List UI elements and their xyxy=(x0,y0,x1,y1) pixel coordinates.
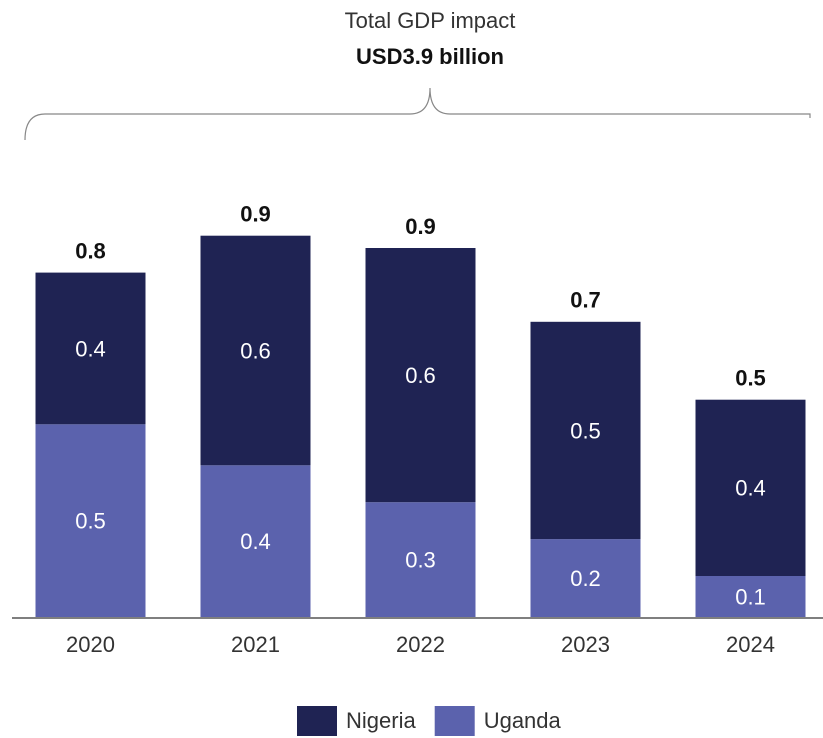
segment-label: 0.3 xyxy=(405,547,436,572)
x-tick-label: 2024 xyxy=(726,632,775,657)
bar-segment xyxy=(35,272,146,425)
total-label: 0.9 xyxy=(405,214,436,239)
bar-segment xyxy=(530,321,641,540)
total-label: 0.9 xyxy=(240,202,271,227)
bar-segment xyxy=(695,399,806,576)
segment-label: 0.5 xyxy=(75,508,106,533)
segment-label: 0.1 xyxy=(735,584,766,609)
total-label: 0.7 xyxy=(570,288,601,313)
bar-segment xyxy=(35,424,146,617)
legend-swatch xyxy=(297,706,337,736)
segment-label: 0.6 xyxy=(240,338,271,363)
segment-label: 0.2 xyxy=(570,566,601,591)
legend-label: Nigeria xyxy=(346,708,416,733)
bar-segment xyxy=(365,248,476,503)
total-label: 0.8 xyxy=(75,238,106,263)
segment-label: 0.6 xyxy=(405,363,436,388)
segment-label: 0.4 xyxy=(75,336,106,361)
bracket xyxy=(24,87,811,141)
bar-segment xyxy=(200,465,311,617)
x-tick-label: 2022 xyxy=(396,632,445,657)
bar-segment xyxy=(695,576,806,617)
bar-segment xyxy=(200,235,311,466)
annotation-subtitle: USD3.9 billion xyxy=(356,44,504,69)
segment-label: 0.4 xyxy=(240,529,271,554)
segment-label: 0.5 xyxy=(570,418,601,443)
legend-label: Uganda xyxy=(484,708,562,733)
x-tick-label: 2021 xyxy=(231,632,280,657)
bar-segment xyxy=(530,539,641,617)
x-tick-label: 2020 xyxy=(66,632,115,657)
annotation-title: Total GDP impact xyxy=(345,8,516,33)
legend-swatch xyxy=(434,706,475,736)
bar-segment xyxy=(365,502,476,617)
total-label: 0.5 xyxy=(735,366,766,391)
x-tick-label: 2023 xyxy=(561,632,610,657)
segment-label: 0.4 xyxy=(735,476,766,501)
